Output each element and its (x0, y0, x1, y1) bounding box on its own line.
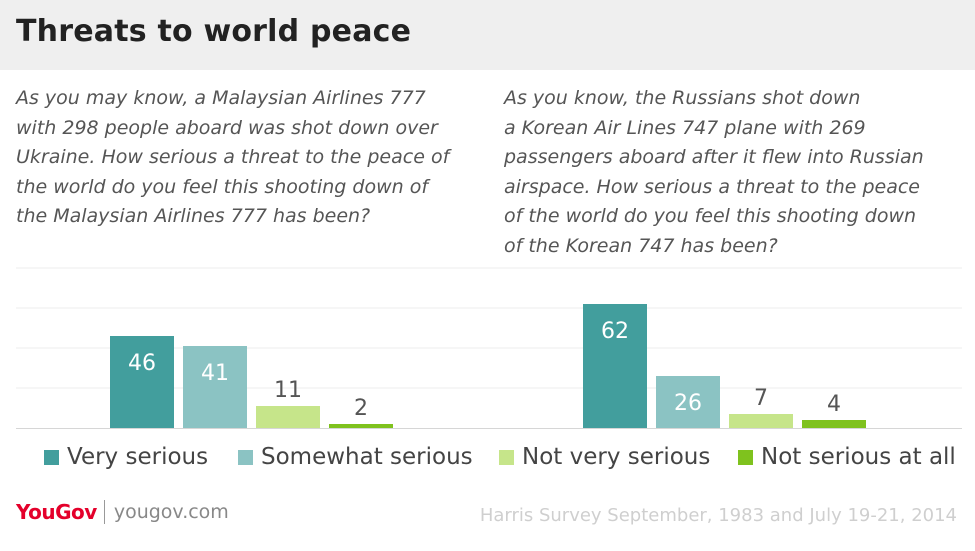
legend-label: Not serious at all (761, 444, 956, 470)
logo-url: yougov.com (113, 501, 229, 523)
bar (729, 414, 793, 428)
legend-swatch (499, 449, 514, 465)
bar (656, 376, 720, 428)
bar (583, 304, 647, 428)
legend-swatch (238, 449, 253, 465)
legend-swatch (738, 449, 753, 465)
legend-label: Not very serious (522, 444, 711, 470)
question-left: As you may know, a Malaysian Airlines 77… (16, 87, 450, 227)
logo-divider (103, 500, 105, 524)
legend-item: Not serious at all (738, 440, 956, 474)
data-label: 4 (827, 392, 841, 417)
source-note: Harris Survey September, 1983 and July 1… (479, 505, 957, 526)
legend-item: Very serious (44, 440, 208, 474)
bar (110, 336, 174, 428)
legend: Very serious Somewhat serious Not very ser… (0, 440, 975, 474)
bar-chart: 46 41 11 2 62 26 7 4 (16, 267, 962, 429)
logo-brand: YouGov (16, 500, 97, 524)
question-right: As you know, the Russians shot down a Ko… (504, 87, 924, 257)
bar (329, 424, 393, 428)
legend-swatch (44, 449, 59, 465)
yougov-logo: YouGov yougov.com (16, 498, 229, 526)
legend-item: Somewhat serious (238, 440, 473, 474)
data-label: 46 (128, 351, 156, 376)
data-label: 7 (754, 386, 768, 411)
data-label: 26 (674, 391, 702, 416)
bar (802, 420, 866, 428)
data-label: 62 (601, 319, 629, 344)
data-label: 2 (354, 396, 368, 421)
chart-title: Threats to world peace (16, 14, 412, 49)
bar (256, 406, 320, 428)
legend-label: Very serious (67, 444, 209, 470)
header-band: Threats to world peace (0, 0, 975, 70)
bar (183, 346, 247, 428)
legend-item: Not very serious (499, 440, 710, 474)
legend-label: Somewhat serious (261, 444, 473, 470)
data-label: 11 (274, 378, 302, 403)
data-label: 41 (201, 361, 229, 386)
